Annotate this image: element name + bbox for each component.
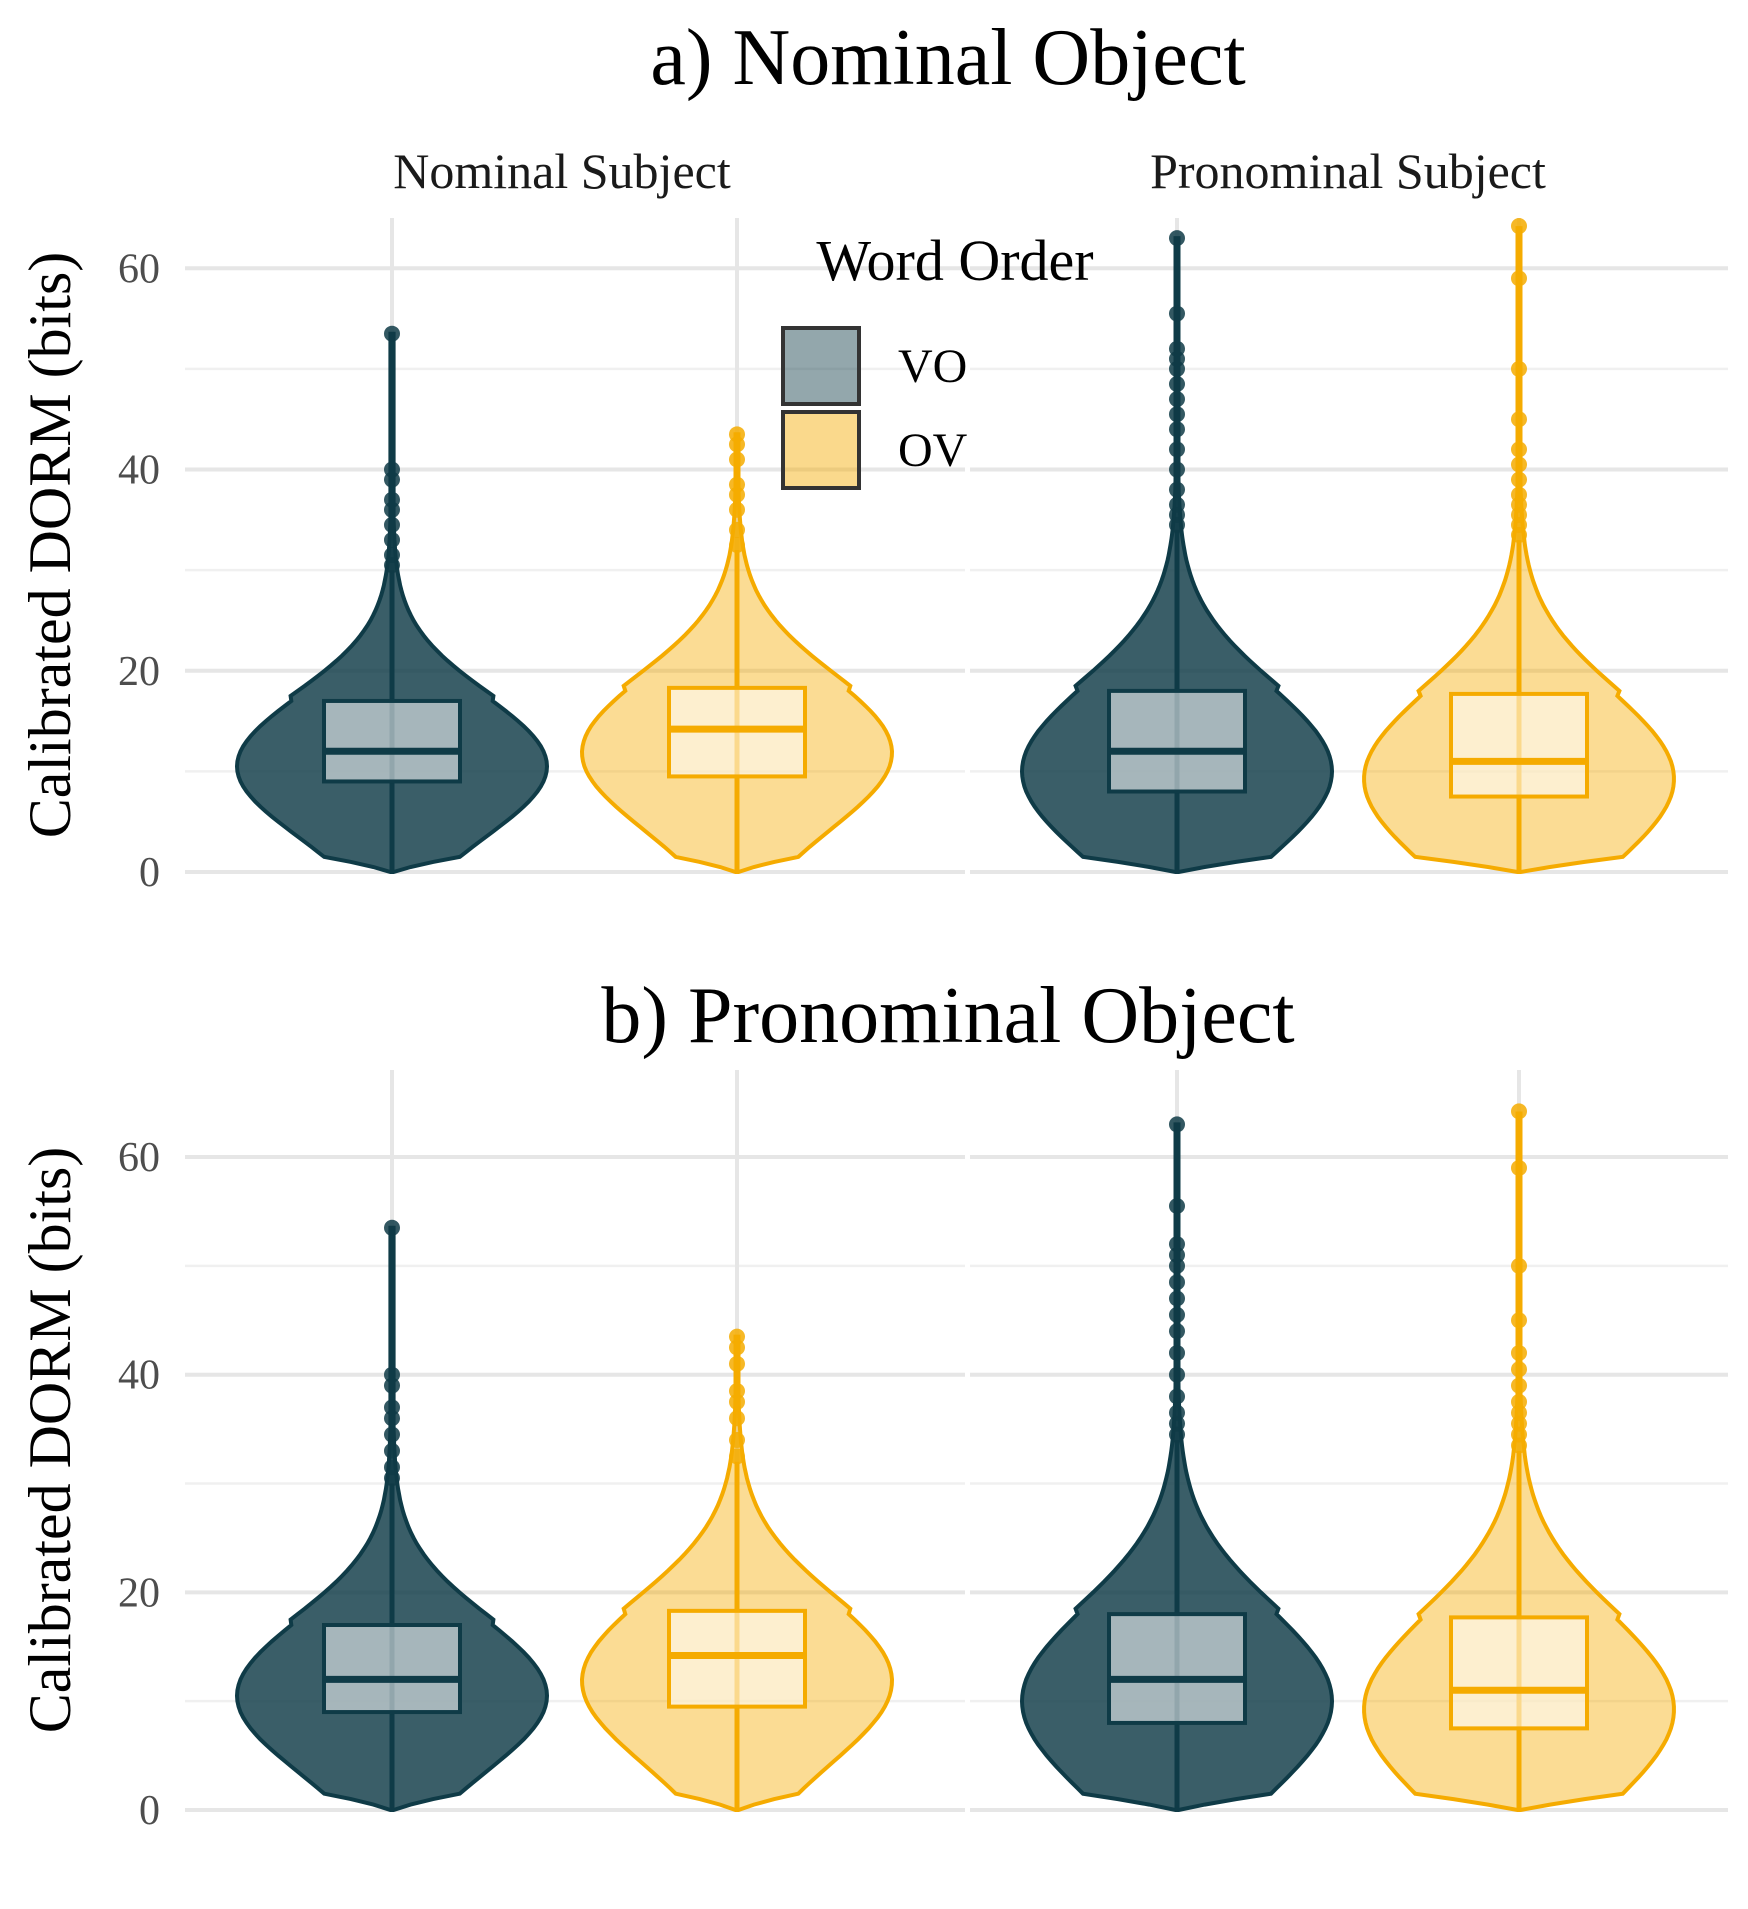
- outlier-point: [384, 1399, 400, 1416]
- outlier-point: [384, 1459, 400, 1476]
- panel-title: a) Nominal Object: [650, 14, 1245, 102]
- outlier-point: [1169, 391, 1185, 408]
- outlier-point: [384, 461, 400, 478]
- outlier-point: [384, 1366, 400, 1383]
- outlier-point: [384, 1219, 400, 1236]
- outlier-point: [384, 325, 400, 342]
- box-vo: [1107, 1612, 1247, 1725]
- outlier-point: [384, 491, 400, 508]
- outlier-point: [1511, 471, 1527, 488]
- outlier-point: [1511, 456, 1527, 473]
- box-vo: [322, 1623, 462, 1715]
- outlier-point: [384, 531, 400, 548]
- y-tick-label: 0: [139, 1788, 160, 1834]
- outlier-point: [729, 1383, 745, 1400]
- outlier-point: [729, 1328, 745, 1345]
- outlier-point: [729, 1432, 745, 1448]
- outlier-point: [1169, 1236, 1185, 1253]
- box-vo: [1107, 688, 1247, 794]
- outlier-point: [729, 426, 745, 443]
- outlier-point: [1511, 1344, 1527, 1361]
- marks-layer: [234, 218, 1676, 1812]
- outlier-point: [1169, 441, 1185, 458]
- legend-title: Word Order: [816, 228, 1093, 293]
- outlier-point: [1511, 1103, 1527, 1120]
- outlier-point: [1511, 1377, 1527, 1394]
- outlier-point: [729, 451, 745, 468]
- legend: Word Order VO OV: [781, 228, 1094, 490]
- outlier-point: [729, 501, 745, 518]
- outlier-point: [729, 537, 745, 553]
- y-tick-label: 20: [118, 1570, 160, 1616]
- y-axis-title: Calibrated DORM (bits): [17, 1147, 83, 1734]
- outlier-point: [1511, 1393, 1527, 1410]
- legend-swatch-ov: [781, 410, 861, 490]
- outlier-point: [1169, 1344, 1185, 1361]
- panel-title: b) Pronominal Object: [601, 972, 1294, 1060]
- outlier-point: [729, 1448, 745, 1465]
- outlier-point: [1169, 1274, 1185, 1291]
- facet-label: Nominal Subject: [393, 143, 731, 199]
- outlier-point: [1169, 1290, 1185, 1307]
- y-tick-label: 40: [118, 1353, 160, 1399]
- box-vo: [322, 698, 462, 784]
- legend-label-vo: VO: [898, 340, 967, 393]
- outlier-point: [729, 1410, 745, 1427]
- outlier-point: [1511, 441, 1527, 458]
- outlier-point: [1169, 1306, 1185, 1323]
- outlier-point: [1511, 1361, 1527, 1378]
- outlier-point: [1169, 461, 1185, 478]
- text-layer: a) Nominal Object Calibrated DORM (bits) 0…: [17, 14, 1546, 1834]
- outlier-point: [729, 476, 745, 493]
- outlier-point: [1169, 496, 1185, 513]
- y-tick-label: 60: [118, 1135, 160, 1181]
- outlier-point: [1511, 1159, 1527, 1176]
- outlier-point: [1169, 1388, 1185, 1405]
- box-ov: [1449, 1615, 1589, 1731]
- box-ov: [1449, 691, 1589, 799]
- outlier-point: [1511, 270, 1527, 287]
- outlier-point: [1169, 1404, 1185, 1421]
- outlier-point: [1169, 1198, 1185, 1215]
- outlier-point: [1511, 486, 1527, 503]
- outlier-point: [1511, 411, 1527, 428]
- outlier-point: [1169, 305, 1185, 322]
- y-tick-label: 20: [118, 649, 160, 695]
- outlier-point: [1169, 1116, 1185, 1133]
- outlier-point: [729, 1355, 745, 1372]
- outlier-point: [384, 547, 400, 564]
- outlier-point: [1511, 1257, 1527, 1274]
- outlier-point: [384, 516, 400, 533]
- facet-label: Pronominal Subject: [1150, 143, 1546, 199]
- y-tick-label: 60: [118, 246, 160, 292]
- outlier-point: [1169, 406, 1185, 423]
- outlier-point: [1169, 421, 1185, 438]
- outlier-point: [1511, 1312, 1527, 1329]
- y-tick-label: 0: [139, 850, 160, 896]
- outlier-point: [1169, 481, 1185, 498]
- y-tick-label: 40: [118, 448, 160, 494]
- outlier-point: [384, 1426, 400, 1443]
- outlier-point: [1169, 230, 1185, 247]
- legend-swatch-vo: [781, 326, 861, 406]
- outlier-point: [1511, 218, 1527, 235]
- legend-label-ov: OV: [898, 424, 968, 477]
- y-axis-title: Calibrated DORM (bits): [17, 252, 83, 839]
- outlier-point: [1511, 360, 1527, 377]
- outlier-point: [1169, 1366, 1185, 1383]
- outlier-point: [729, 521, 745, 538]
- outlier-point: [1169, 340, 1185, 357]
- outlier-point: [1169, 376, 1185, 393]
- outlier-point: [1169, 1323, 1185, 1340]
- outlier-point: [384, 1442, 400, 1459]
